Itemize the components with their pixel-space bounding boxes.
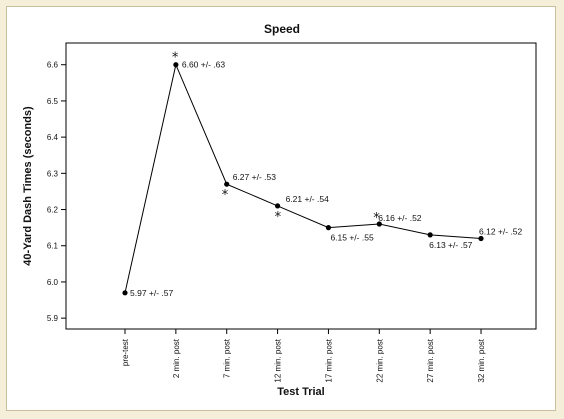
data-label: 6.13 +/- .57 [429,240,473,250]
y-tick-label: 6.2 [47,206,59,215]
x-tick-label: 12 min. post [274,338,283,382]
significance-star: * [172,51,179,66]
significance-marks: * * * * [172,51,380,226]
significance-star: * [222,188,229,203]
data-point [325,225,332,231]
y-tick-label: 6.4 [47,133,59,142]
significance-star: * [373,211,380,226]
speed-chart: Speed 5.9 6.0 6.1 6.2 6.3 6.4 6.5 6.6 pre-test 2… [22,22,537,398]
data-labels: 5.97 +/- .57 6.60 +/- .63 6.27 +/- .53 6.21… [130,60,523,298]
data-point [122,290,128,296]
series-line [124,63,482,293]
x-tick-label: 2 min. post [172,338,181,378]
x-tick-label: 22 min. post [375,338,384,382]
x-tick-label: 7 min. post [223,338,232,378]
x-axis-title: Test Trial [277,386,324,398]
x-tick-label: 32 min. post [477,338,486,382]
data-point [478,235,484,242]
x-tick-label: 27 min. post [426,338,435,382]
data-label: 6.15 +/- .55 [330,233,374,243]
x-tick-label: 17 min. post [324,338,333,382]
y-axis-title: 40-Yard Dash Times (seconds) [22,106,34,266]
data-label: 6.27 +/- .53 [233,172,277,182]
data-label: 5.97 +/- .57 [130,288,174,298]
data-label: 6.21 +/- .54 [286,194,330,204]
y-axis: 5.9 6.0 6.1 6.2 6.3 6.4 6.5 6.6 [47,61,66,323]
y-tick-label: 6.0 [47,278,59,287]
chart-frame: Speed 5.9 6.0 6.1 6.2 6.3 6.4 6.5 6.6 pre-test 2… [6,6,556,411]
y-tick-label: 6.5 [47,97,59,106]
data-point [376,221,382,227]
data-label: 6.60 +/- .63 [182,60,226,70]
data-points [122,62,484,296]
data-label: 6.12 +/- .52 [479,226,523,236]
data-point [173,62,179,68]
y-tick-label: 6.3 [47,169,59,178]
significance-star: * [275,210,282,225]
data-point [224,181,230,187]
y-tick-label: 6.6 [47,61,59,70]
y-tick-label: 5.9 [47,314,59,323]
chart-title: Speed [264,22,300,36]
x-axis: pre-test 2 min. post 7 min. post 12 min. po… [121,329,486,383]
x-tick-label: pre-test [121,338,130,366]
plot-area [65,42,537,330]
data-label: 6.16 +/- .52 [378,213,422,223]
data-point [274,203,281,209]
y-tick-label: 6.1 [47,242,59,251]
data-point [427,232,433,238]
